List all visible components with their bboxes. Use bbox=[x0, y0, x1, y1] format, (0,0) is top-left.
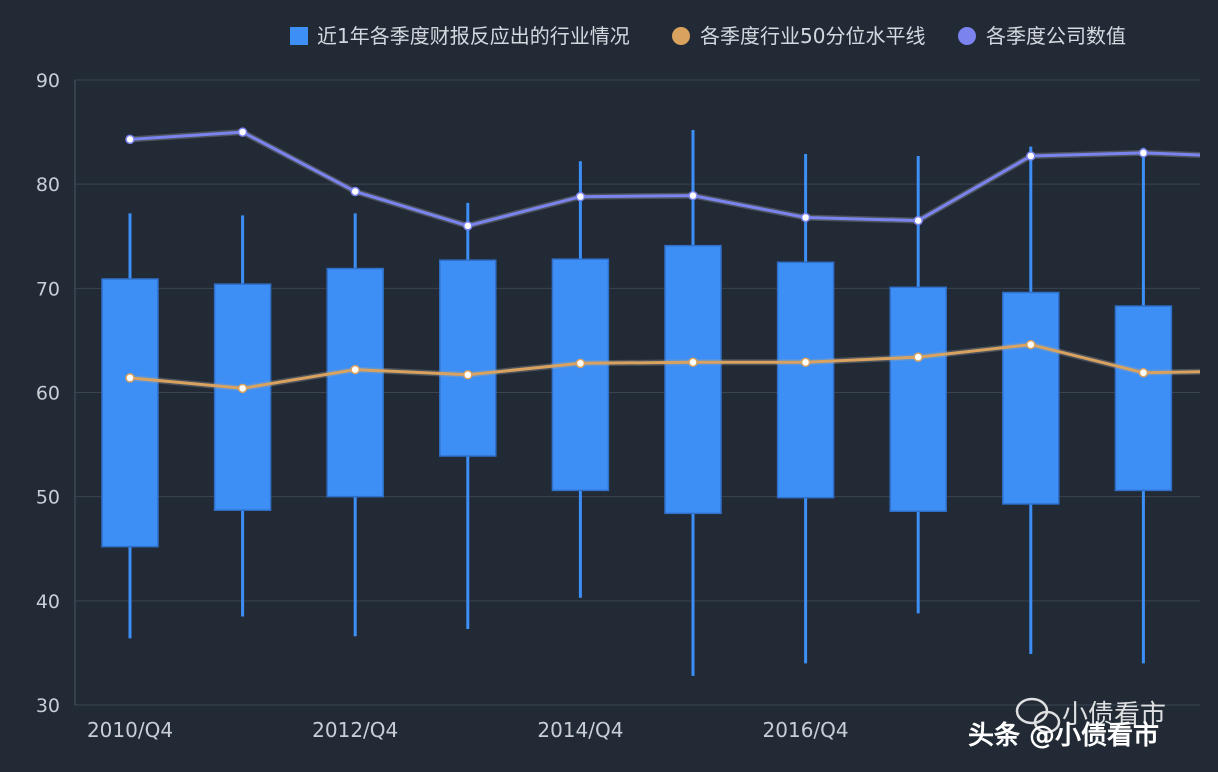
box-2016/Q4[interactable] bbox=[776, 153, 835, 664]
legend-swatch-median bbox=[672, 27, 690, 45]
legend-label-median: 各季度行业50分位水平线 bbox=[700, 24, 925, 48]
x-tick-label: 2014/Q4 bbox=[537, 718, 623, 742]
series-line-shadow bbox=[129, 129, 1201, 229]
series-point[interactable] bbox=[800, 212, 811, 223]
series-point[interactable] bbox=[1138, 148, 1149, 158]
box-body bbox=[326, 267, 384, 498]
series-point[interactable] bbox=[1026, 339, 1036, 350]
series-point[interactable] bbox=[913, 215, 923, 226]
box-2017/Q4[interactable] bbox=[889, 156, 947, 614]
y-tick-label: 70 bbox=[36, 278, 60, 300]
box-body bbox=[101, 278, 159, 548]
box-body bbox=[439, 259, 497, 457]
line-series bbox=[125, 127, 1201, 394]
legend-label-company: 各季度公司数值 bbox=[986, 24, 1126, 48]
series-point[interactable] bbox=[350, 364, 360, 375]
box-body bbox=[664, 244, 722, 515]
wechat-logo-icon bbox=[1015, 697, 1061, 734]
y-tick-label: 90 bbox=[36, 70, 60, 92]
y-tick-label: 80 bbox=[36, 174, 60, 196]
watermark-text-bottom: 头条 @小债看市 bbox=[968, 720, 1159, 751]
legend-item-company[interactable]: 各季度公司数值 bbox=[958, 24, 1126, 48]
box-2015/Q4[interactable] bbox=[664, 130, 722, 676]
series-point[interactable] bbox=[575, 191, 586, 202]
series-point[interactable] bbox=[350, 186, 360, 197]
x-tick-label: 2016/Q4 bbox=[763, 718, 849, 742]
series-point[interactable] bbox=[800, 357, 811, 368]
series-point[interactable] bbox=[688, 357, 698, 368]
series-point[interactable] bbox=[237, 383, 248, 394]
y-tick-label: 40 bbox=[36, 591, 60, 613]
box-2012/Q4[interactable] bbox=[326, 213, 384, 637]
x-axis: 2010/Q4 2012/Q4 2014/Q4 2016/Q4 bbox=[87, 718, 849, 742]
box-body bbox=[889, 286, 947, 512]
series-line bbox=[129, 130, 1201, 228]
box-body bbox=[1002, 291, 1060, 505]
box-2010/Q4[interactable] bbox=[101, 213, 159, 639]
box-2014/Q4[interactable] bbox=[551, 161, 610, 598]
series-point[interactable] bbox=[237, 127, 248, 137]
box-2019/Q4[interactable] bbox=[1114, 147, 1173, 664]
box-body bbox=[776, 261, 835, 499]
y-tick-label: 60 bbox=[36, 383, 60, 405]
series-point[interactable] bbox=[575, 358, 586, 369]
watermark: 小债看市 头条 @小债看市 bbox=[968, 697, 1166, 751]
series-point[interactable] bbox=[463, 370, 473, 380]
box-2018/Q4[interactable] bbox=[1002, 146, 1060, 654]
x-tick-label: 2010/Q4 bbox=[87, 718, 173, 742]
legend-item-industry[interactable]: 近1年各季度财报反应出的行业情况 bbox=[290, 24, 630, 48]
legend-swatch-industry bbox=[290, 27, 308, 45]
box-body bbox=[1114, 305, 1173, 492]
legend-item-median[interactable]: 各季度行业50分位水平线 bbox=[672, 24, 925, 48]
watermark-text-top: 小债看市 bbox=[1062, 700, 1166, 730]
y-tick-label: 50 bbox=[36, 487, 60, 509]
box-2011/Q4[interactable] bbox=[213, 215, 272, 617]
series-point[interactable] bbox=[1026, 151, 1036, 161]
series-point[interactable] bbox=[125, 373, 135, 383]
series-point[interactable] bbox=[688, 190, 698, 201]
series-point[interactable] bbox=[125, 134, 135, 145]
series-point[interactable] bbox=[1138, 367, 1149, 378]
legend-label-industry: 近1年各季度财报反应出的行业情况 bbox=[317, 24, 630, 48]
y-axis: 30 40 50 60 70 80 90 bbox=[36, 70, 76, 717]
x-tick-label: 2012/Q4 bbox=[312, 718, 398, 742]
series-point[interactable] bbox=[463, 221, 473, 231]
legend-swatch-company bbox=[958, 27, 976, 45]
box-body bbox=[213, 283, 272, 511]
legend[interactable]: 近1年各季度财报反应出的行业情况 各季度行业50分位水平线 各季度公司数值 bbox=[290, 24, 1126, 48]
box-body bbox=[551, 258, 610, 492]
box-2013/Q4[interactable] bbox=[439, 202, 497, 629]
series-point[interactable] bbox=[913, 352, 923, 362]
box-series bbox=[101, 130, 1173, 676]
y-tick-label: 30 bbox=[36, 695, 60, 717]
